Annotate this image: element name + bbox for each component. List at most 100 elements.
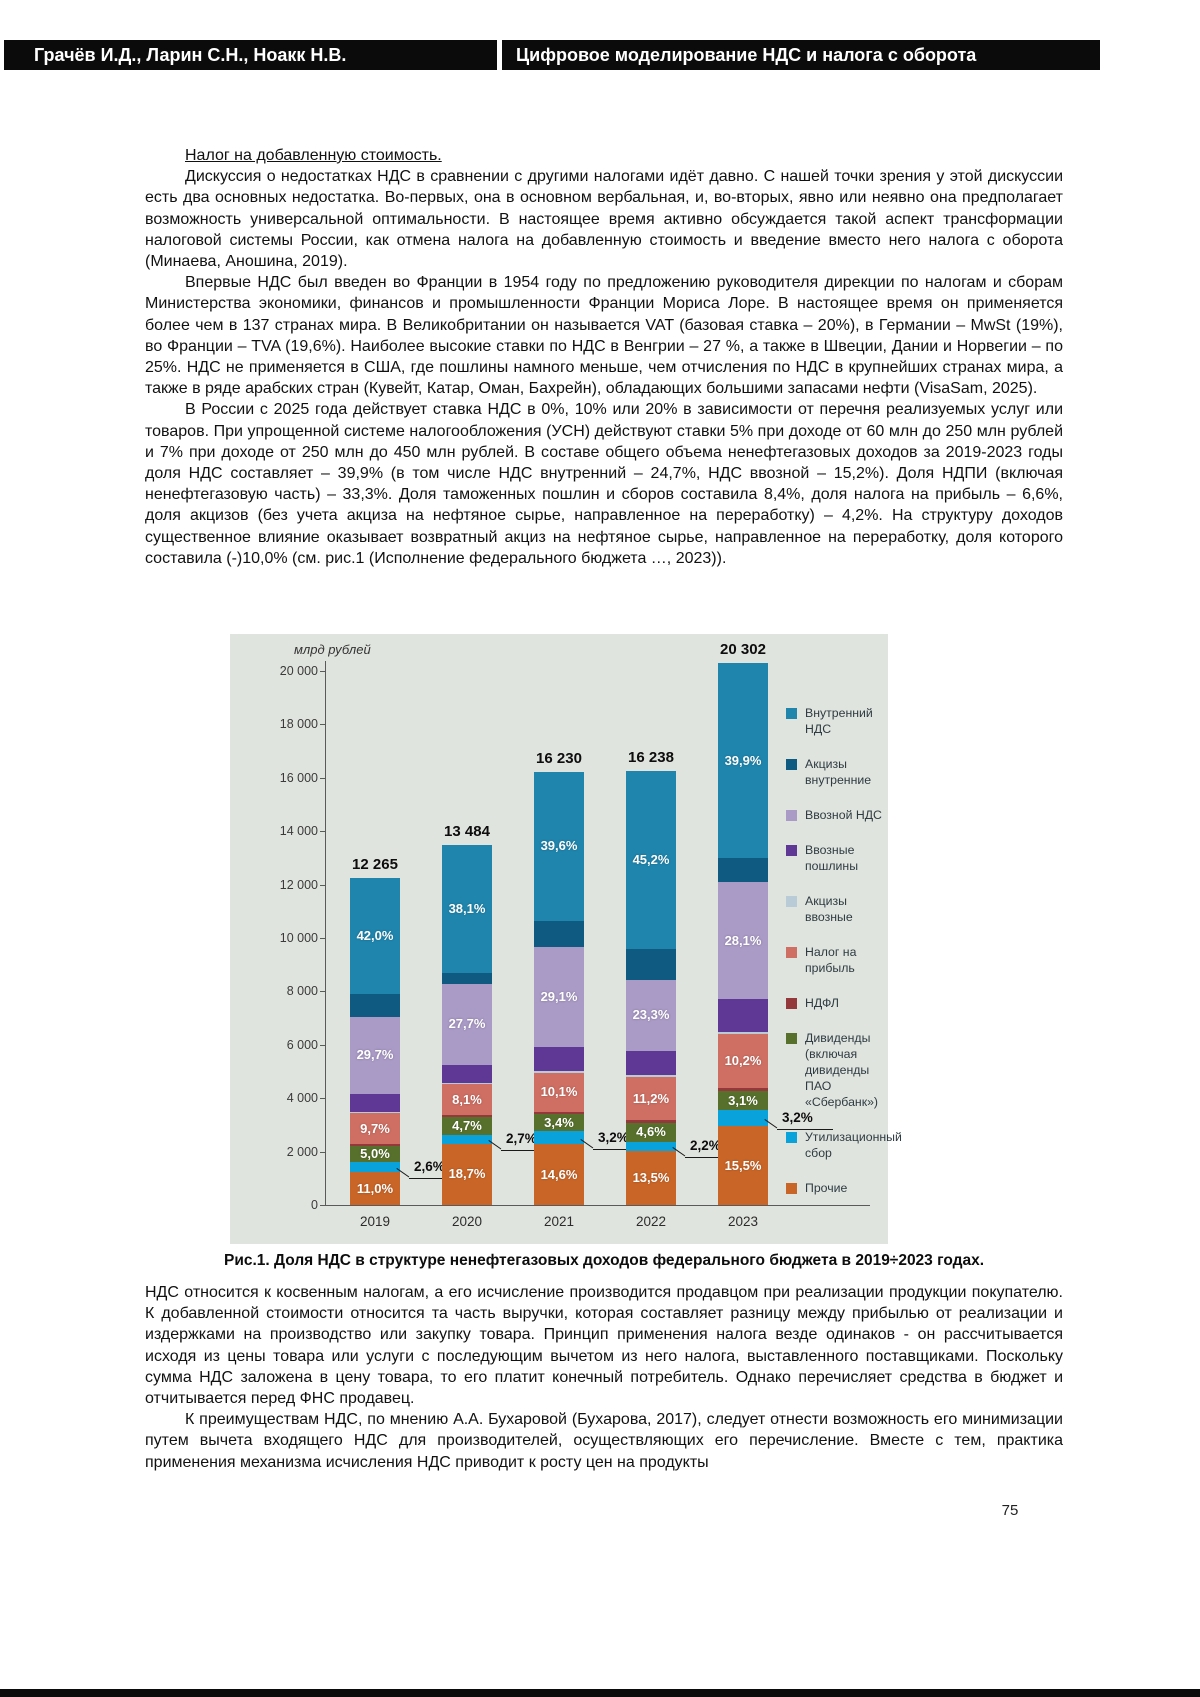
bar-segment bbox=[626, 771, 676, 950]
legend-label: Ввозной НДС bbox=[805, 807, 882, 822]
y-tick-label: 0 bbox=[311, 1198, 318, 1212]
bar-total-label: 20 302 bbox=[720, 640, 766, 658]
bar-segment bbox=[442, 1114, 492, 1117]
bar-segment bbox=[534, 947, 584, 1047]
bar-segment bbox=[350, 1093, 400, 1112]
y-tick-mark bbox=[320, 671, 325, 672]
bar-segment bbox=[442, 1143, 492, 1205]
bar-segment bbox=[442, 1064, 492, 1083]
figure-1-chart: млрд рублей 0 2 000 4 000 6 000 8 000 10 000 1… bbox=[230, 634, 902, 1244]
y-tick-mark bbox=[320, 1098, 325, 1100]
bar-segment bbox=[718, 1031, 768, 1035]
bar-segment bbox=[534, 1072, 584, 1112]
y-tick-label: 14 000 bbox=[279, 824, 318, 839]
bar-segment bbox=[350, 1172, 400, 1205]
chart-x-axis bbox=[325, 1205, 870, 1206]
bar-segment bbox=[718, 1110, 768, 1127]
legend-swatch bbox=[786, 809, 797, 821]
legend-swatch bbox=[786, 1131, 797, 1143]
bar-segment bbox=[442, 1084, 492, 1115]
bar-segment bbox=[350, 1016, 400, 1094]
legend-item: Прочие bbox=[786, 1181, 896, 1197]
callout-label: 2,7% bbox=[506, 1131, 537, 1147]
legend-swatch bbox=[786, 895, 797, 907]
bar-segment bbox=[626, 1122, 676, 1143]
bar-segment bbox=[534, 1111, 584, 1114]
bar-segment bbox=[534, 1144, 584, 1205]
bar-segment-label: 28,1% bbox=[724, 932, 762, 948]
bar-segment bbox=[350, 877, 400, 994]
bar-segment bbox=[442, 983, 492, 1065]
bar-segment bbox=[534, 771, 584, 922]
bottom-bar bbox=[0, 1689, 1200, 1697]
bar-segment-label: 42,0% bbox=[356, 927, 394, 943]
bar-segment-label: 8,1% bbox=[452, 1091, 482, 1107]
bar-segment-label: 29,1% bbox=[540, 988, 578, 1004]
legend-swatch bbox=[786, 708, 797, 719]
callout-line bbox=[409, 1178, 465, 1180]
y-tick-mark bbox=[320, 777, 325, 779]
legend-swatch bbox=[786, 758, 797, 770]
bar-segment-label: 11,0% bbox=[356, 1180, 394, 1196]
bar-segment bbox=[718, 999, 768, 1032]
bar-segment bbox=[626, 1120, 676, 1123]
callout-label: 3,2% bbox=[598, 1129, 629, 1145]
y-tick-mark bbox=[320, 1205, 325, 1206]
chart-plot: 0 2 000 4 000 6 000 8 000 10 000 12 000 14 000 1… bbox=[230, 634, 888, 1244]
y-tick-mark bbox=[320, 938, 325, 939]
bar-segment-label: 11,2% bbox=[632, 1090, 670, 1106]
legend-label: Акцизы внутренние bbox=[805, 756, 872, 787]
bar-segment-label: 10,2% bbox=[724, 1053, 762, 1069]
bar-segment bbox=[626, 1074, 676, 1078]
legend-label: Дивиденды (включая дивиденды ПАО «Сберба… bbox=[805, 1030, 879, 1109]
bar-segment bbox=[718, 1034, 768, 1089]
bar-segment bbox=[350, 1113, 400, 1145]
section-heading-text: Налог на добавленную стоимость. bbox=[185, 147, 442, 164]
bar-segment-label: 13,5% bbox=[632, 1169, 670, 1185]
bar-segment-label: 4,6% bbox=[636, 1124, 666, 1140]
figure-caption: Рис.1. Доля НДС в структуре ненефтегазов… bbox=[223, 1252, 985, 1269]
section-heading: Налог на добавленную стоимость. bbox=[145, 145, 1063, 166]
bar-segment-label: 27,7% bbox=[448, 1016, 486, 1032]
y-tick-mark bbox=[320, 991, 325, 993]
bar-segment bbox=[442, 1134, 492, 1144]
legend-label: Прочие bbox=[805, 1180, 848, 1195]
paragraph: Впервые НДС был введен во Франции в 1954… bbox=[145, 274, 1063, 398]
y-tick-label: 2 000 bbox=[286, 1144, 318, 1159]
y-tick-mark bbox=[320, 724, 325, 726]
bar-segment-label: 3,1% bbox=[728, 1092, 758, 1108]
bar-segment bbox=[626, 1142, 676, 1151]
bar-total-label: 16 230 bbox=[536, 749, 582, 767]
legend-swatch bbox=[786, 844, 797, 856]
callout-label: 3,2% bbox=[782, 1110, 813, 1126]
legend-item: Дивиденды (включая дивиденды ПАО «Сберба… bbox=[786, 1031, 896, 1111]
legend-item: Утилизационный сбор bbox=[786, 1130, 902, 1162]
callout-label: 2,2% bbox=[690, 1138, 721, 1154]
legend-label: Акцизы ввозные bbox=[805, 893, 853, 924]
header-title: Цифровое моделирование НДС и налога с об… bbox=[502, 40, 1100, 70]
y-tick-mark bbox=[320, 884, 325, 886]
bar-segment-label: 14,6% bbox=[540, 1166, 578, 1182]
bar-segment bbox=[626, 1150, 676, 1205]
legend-label: НДФЛ bbox=[805, 995, 839, 1010]
legend-item: Акцизы ввозные bbox=[786, 894, 896, 926]
y-tick-label: 18 000 bbox=[279, 717, 318, 732]
bar-segment bbox=[350, 993, 400, 1017]
bar-segment-label: 45,2% bbox=[632, 852, 670, 868]
y-tick-label: 20 000 bbox=[279, 664, 318, 678]
chart-legend: Внутренний НДС Акцизы внутренние Ввозной Н… bbox=[786, 706, 902, 1197]
page-header: Грачёв И.Д., Ларин С.Н., Ноакк Н.В. Цифр… bbox=[4, 40, 1100, 70]
bar-segment bbox=[442, 844, 492, 973]
legend-label: Ввозные пошлины bbox=[805, 842, 859, 873]
bar-segment bbox=[534, 1046, 584, 1071]
legend-item: Ввозной НДС bbox=[786, 808, 896, 824]
bar-segment-label: 10,1% bbox=[540, 1084, 578, 1100]
bar-segment-label: 29,7% bbox=[356, 1047, 394, 1063]
header-authors: Грачёв И.Д., Ларин С.Н., Ноакк Н.В. bbox=[4, 40, 497, 70]
x-axis-year-label: 2020 bbox=[451, 1214, 483, 1229]
callout-line bbox=[685, 1157, 741, 1159]
bar-segment-label: 3,4% bbox=[544, 1114, 574, 1130]
bar-segment bbox=[350, 1162, 400, 1173]
bar-segment bbox=[626, 949, 676, 980]
